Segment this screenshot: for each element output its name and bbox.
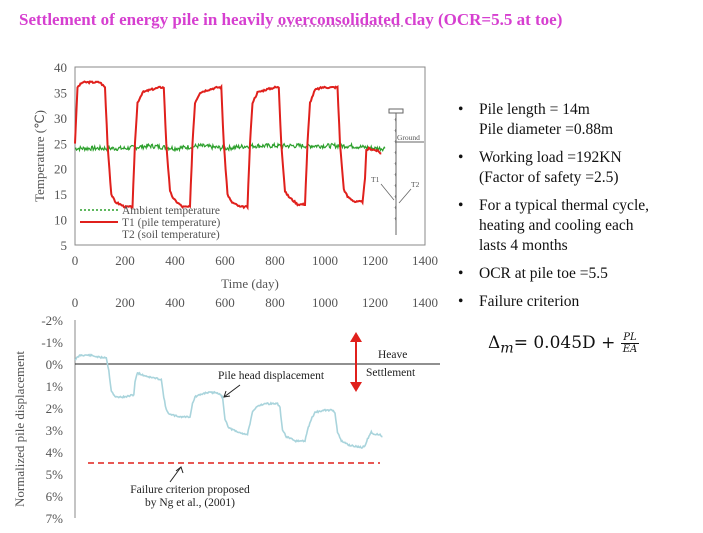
legend-ambient: Ambient temperature xyxy=(122,205,220,217)
x-tick-label: 800 xyxy=(265,253,285,268)
gauge-marker: + xyxy=(394,206,398,212)
annotation-pile-head: Pile head displacement xyxy=(218,370,325,382)
gauge-marker: + xyxy=(394,184,398,190)
inset-t2-pointer xyxy=(398,188,412,204)
annotation-failure-pointer xyxy=(169,466,182,483)
y-tick-label: 40 xyxy=(54,60,67,75)
displacement-chart: 0 200 400 600 800 1000 1200 1400 -2% -1% 0% 1% 2% 3% 4… xyxy=(12,295,440,526)
settlement-arrowhead xyxy=(350,382,362,392)
gauge-marker: + xyxy=(394,162,398,168)
x-tick-label: 1000 xyxy=(312,253,338,268)
y-tick-label: 6% xyxy=(46,489,64,504)
y-axis-label: Temperature (℃) xyxy=(32,110,47,202)
x-tick-label: 200 xyxy=(115,295,135,310)
y-tick-label: -2% xyxy=(41,313,63,328)
x-tick-label: 400 xyxy=(165,295,185,310)
gauge-marker: + xyxy=(394,118,398,124)
series-ambient-temperature xyxy=(74,141,386,153)
inset-ground-label: Ground xyxy=(397,133,420,142)
x-tick-label: 400 xyxy=(165,253,185,268)
bullet-ocr: • OCR at pile toe =5.5 xyxy=(458,265,608,282)
plot-area xyxy=(74,66,426,246)
gauge-marker: + xyxy=(394,173,398,179)
label-heave: Heave xyxy=(378,349,407,361)
series-pile-head-displacement xyxy=(74,353,383,450)
y-axis-label: Normalized pile displacement xyxy=(12,351,27,507)
annotation-pile-head-pointer xyxy=(223,384,241,398)
gauge-marker: + xyxy=(394,129,398,135)
legend-t2: T2 (soil temperature) xyxy=(122,229,220,241)
failure-criterion-formula: Δm= 0.045D + PL EA xyxy=(488,332,640,357)
inset-t1-label: T1 xyxy=(371,175,380,184)
x-tick-label: 800 xyxy=(265,295,285,310)
x-tick-label: 1200 xyxy=(362,295,388,310)
x-tick-label: 600 xyxy=(215,295,235,310)
gauge-marker: + xyxy=(394,195,398,201)
y-tick-label: 3% xyxy=(46,423,64,438)
bullet-pile-dimensions: • Pile length = 14m Pile diameter =0.88m xyxy=(458,101,614,138)
y-tick-label: -1% xyxy=(41,335,63,350)
bullet-thermal-cycle: • For a typical thermal cycle, heating and… xyxy=(458,197,650,254)
annotation-failure-1: Failure criterion proposed xyxy=(130,484,250,496)
y-tick-label: 35 xyxy=(54,85,67,100)
bullet-failure-criterion: • Failure criterion xyxy=(458,293,580,310)
x-axis-label: Time (day) xyxy=(221,276,279,291)
gauge-marker: + xyxy=(394,151,398,157)
y-tick-label: 5 xyxy=(61,238,68,253)
formula-fraction: PL EA xyxy=(620,332,640,355)
y-tick-label: 2% xyxy=(46,401,64,416)
pile-info-list: • Pile length = 14m Pile diameter =0.88m •… xyxy=(455,100,703,320)
y-tick-label: 7% xyxy=(46,511,64,526)
annotation-failure-arrowhead xyxy=(175,466,184,474)
legend-t1: T1 (pile temperature) xyxy=(122,217,221,229)
y-tick-label: 1% xyxy=(46,379,64,394)
x-tick-label: 1200 xyxy=(362,253,388,268)
inset-t2-label: T2 xyxy=(411,180,420,189)
y-tick-label: 10 xyxy=(54,213,67,228)
y-tick-label: 15 xyxy=(54,187,67,202)
y-tick-label: 20 xyxy=(54,162,67,177)
inset-t1-pointer xyxy=(380,183,395,201)
pile-cap xyxy=(388,108,404,114)
x-tick-label: 1400 xyxy=(412,295,438,310)
heave-arrowhead xyxy=(350,332,362,342)
x-tick-label: 600 xyxy=(215,253,235,268)
y-tick-label: 25 xyxy=(54,136,67,151)
x-tick-label: 0 xyxy=(72,295,79,310)
bullet-working-load: • Working load =192KN (Factor of safety =2… xyxy=(458,149,622,186)
x-tick-label: 1000 xyxy=(312,295,338,310)
title-underlined-word: overconsolidated xyxy=(277,10,405,29)
slide-title: Settlement of energy pile in heavily ove… xyxy=(19,10,563,29)
gauge-marker: + xyxy=(394,217,398,223)
y-tick-label: 0% xyxy=(46,357,64,372)
x-tick-label: 1400 xyxy=(412,253,438,268)
gauge-marker: + xyxy=(394,140,398,146)
annotation-failure-2: by Ng et al., (2001) xyxy=(145,497,235,509)
series-t1-pile-temperature xyxy=(74,80,382,211)
x-tick-label: 0 xyxy=(72,253,79,268)
y-tick-label: 4% xyxy=(46,445,64,460)
annotation-pile-head-arrowhead xyxy=(223,390,231,398)
y-tick-label: 30 xyxy=(54,111,67,126)
y-tick-label: 5% xyxy=(46,467,64,482)
x-tick-label: 200 xyxy=(115,253,135,268)
label-settlement: Settlement xyxy=(366,367,416,379)
